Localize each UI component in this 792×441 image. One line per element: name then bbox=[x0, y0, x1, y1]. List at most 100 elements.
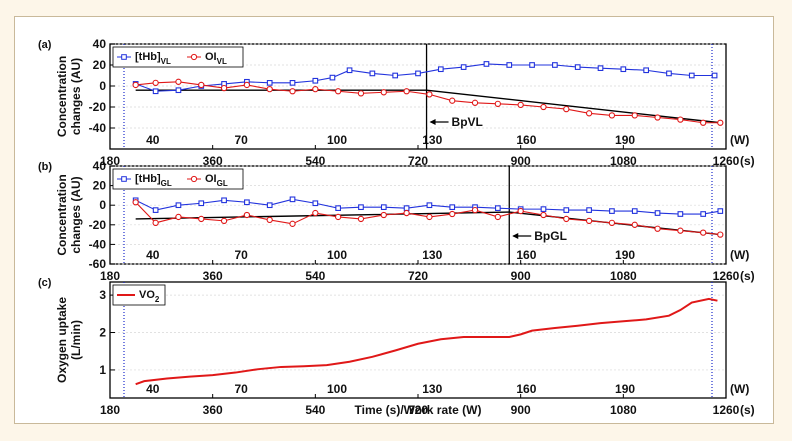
data-point-oi bbox=[700, 119, 707, 126]
legend-label-main: OI bbox=[205, 173, 217, 185]
data-point-oi bbox=[654, 225, 661, 232]
data-point-oi bbox=[426, 91, 433, 98]
x-tick-label: 360 bbox=[203, 403, 223, 417]
data-point-oi bbox=[540, 103, 547, 111]
data-point-oi bbox=[700, 229, 707, 236]
data-point-thb bbox=[483, 61, 490, 67]
x-tick-label: 1260 bbox=[713, 403, 740, 417]
legend-label-sub: VL bbox=[161, 57, 171, 66]
data-point-thb bbox=[540, 206, 547, 212]
legend-label-sub: VL bbox=[217, 57, 227, 66]
work-rate-label: 70 bbox=[235, 248, 249, 262]
y-tick-label: 1 bbox=[99, 363, 106, 377]
data-point-oi bbox=[152, 79, 159, 86]
work-rate-label: 130 bbox=[422, 248, 442, 262]
x-tick-label: 1260 bbox=[713, 154, 740, 168]
data-point-oi bbox=[563, 215, 570, 223]
data-point-thb bbox=[175, 87, 182, 94]
data-point-oi bbox=[403, 88, 410, 95]
work-rate-unit: (W) bbox=[730, 248, 749, 262]
x-tick-label: 540 bbox=[305, 154, 325, 168]
work-rate-label: 190 bbox=[615, 248, 635, 262]
legend-marker bbox=[121, 176, 127, 182]
x-axis-label: Time (s)/Work rate (W) bbox=[355, 403, 482, 417]
legend-box bbox=[112, 168, 244, 190]
work-rate-label: 190 bbox=[615, 133, 635, 147]
legend-label: OIVL bbox=[205, 51, 227, 66]
data-point-thb bbox=[460, 64, 467, 70]
data-point-thb bbox=[244, 199, 250, 206]
data-point-oi bbox=[563, 105, 570, 113]
x-tick-label: 720 bbox=[408, 403, 428, 417]
x-tick-label: 1080 bbox=[610, 154, 637, 168]
data-point-thb bbox=[688, 72, 695, 79]
breakpoint-label: BpVL bbox=[452, 115, 483, 129]
x-unit-label: (s) bbox=[740, 269, 755, 283]
data-point-oi bbox=[312, 209, 319, 217]
work-rate-label: 100 bbox=[327, 382, 347, 396]
panel-0: 40 20 0 -20 -40 180 360 540 720 900 1080 1260 (s) 40 7… bbox=[38, 37, 755, 168]
plot-area bbox=[109, 281, 727, 399]
data-point-thb bbox=[392, 72, 399, 79]
data-point-oi bbox=[517, 207, 524, 215]
data-point-oi bbox=[357, 90, 365, 97]
data-point-oi bbox=[152, 219, 159, 226]
legend-label: [tHb]VL bbox=[135, 51, 171, 66]
data-point-thb bbox=[369, 70, 376, 77]
y-tick-label: -40 bbox=[89, 121, 107, 135]
legend-label-main: OI bbox=[205, 51, 217, 63]
work-rate-label: 160 bbox=[516, 248, 536, 262]
data-point-oi bbox=[449, 97, 456, 104]
data-point-thb bbox=[552, 62, 558, 68]
data-point-thb bbox=[620, 66, 627, 73]
data-point-thb bbox=[415, 70, 421, 77]
legend-marker bbox=[190, 53, 198, 61]
y-tick-label: -60 bbox=[89, 257, 107, 271]
data-point-thb bbox=[312, 200, 319, 207]
data-point-thb bbox=[643, 67, 649, 74]
data-point-oi bbox=[677, 116, 684, 123]
trend-line bbox=[135, 89, 721, 124]
legend-label-sub: GL bbox=[161, 179, 172, 188]
data-point-oi bbox=[449, 210, 456, 218]
x-tick-label: 720 bbox=[408, 154, 428, 168]
data-point-oi bbox=[631, 112, 638, 119]
data-point-oi bbox=[494, 213, 502, 221]
legend-label-main: VO bbox=[139, 289, 155, 301]
legend-label: [tHb]GL bbox=[135, 173, 172, 188]
data-point-oi bbox=[198, 81, 205, 89]
data-point-oi bbox=[334, 88, 342, 95]
data-point-thb bbox=[152, 88, 159, 95]
legend-box bbox=[112, 46, 244, 68]
data-point-thb bbox=[221, 197, 227, 204]
y-axis-label-line2: changes (AU) bbox=[69, 58, 83, 135]
data-point-thb bbox=[574, 64, 581, 70]
data-point-oi bbox=[517, 101, 524, 109]
data-point-thb bbox=[609, 208, 615, 214]
data-point-oi bbox=[266, 86, 273, 93]
data-point-thb bbox=[335, 205, 341, 211]
series-vo2-line bbox=[135, 297, 718, 386]
y-tick-label: -20 bbox=[89, 218, 107, 232]
data-point-oi bbox=[585, 217, 593, 225]
data-point-thb bbox=[346, 67, 353, 74]
work-rate-label: 190 bbox=[615, 382, 635, 396]
breakpoint-label: BpGL bbox=[534, 229, 567, 243]
data-point-oi bbox=[717, 231, 724, 238]
data-point-oi bbox=[471, 99, 479, 106]
y-axis-label-line2: (L/min) bbox=[69, 320, 83, 360]
x-tick-label: 360 bbox=[203, 269, 223, 283]
legend-label: VO2 bbox=[139, 289, 160, 304]
data-point-oi bbox=[132, 81, 139, 89]
data-point-thb bbox=[666, 70, 672, 77]
x-tick-label: 720 bbox=[408, 269, 428, 283]
y-axis-label: Concentration bbox=[55, 56, 69, 137]
data-point-oi bbox=[289, 88, 296, 95]
data-point-thb bbox=[198, 200, 205, 207]
data-point-thb bbox=[563, 207, 570, 213]
work-rate-label: 160 bbox=[516, 382, 536, 396]
work-rate-label: 100 bbox=[327, 133, 347, 147]
data-point-thb bbox=[289, 196, 296, 203]
